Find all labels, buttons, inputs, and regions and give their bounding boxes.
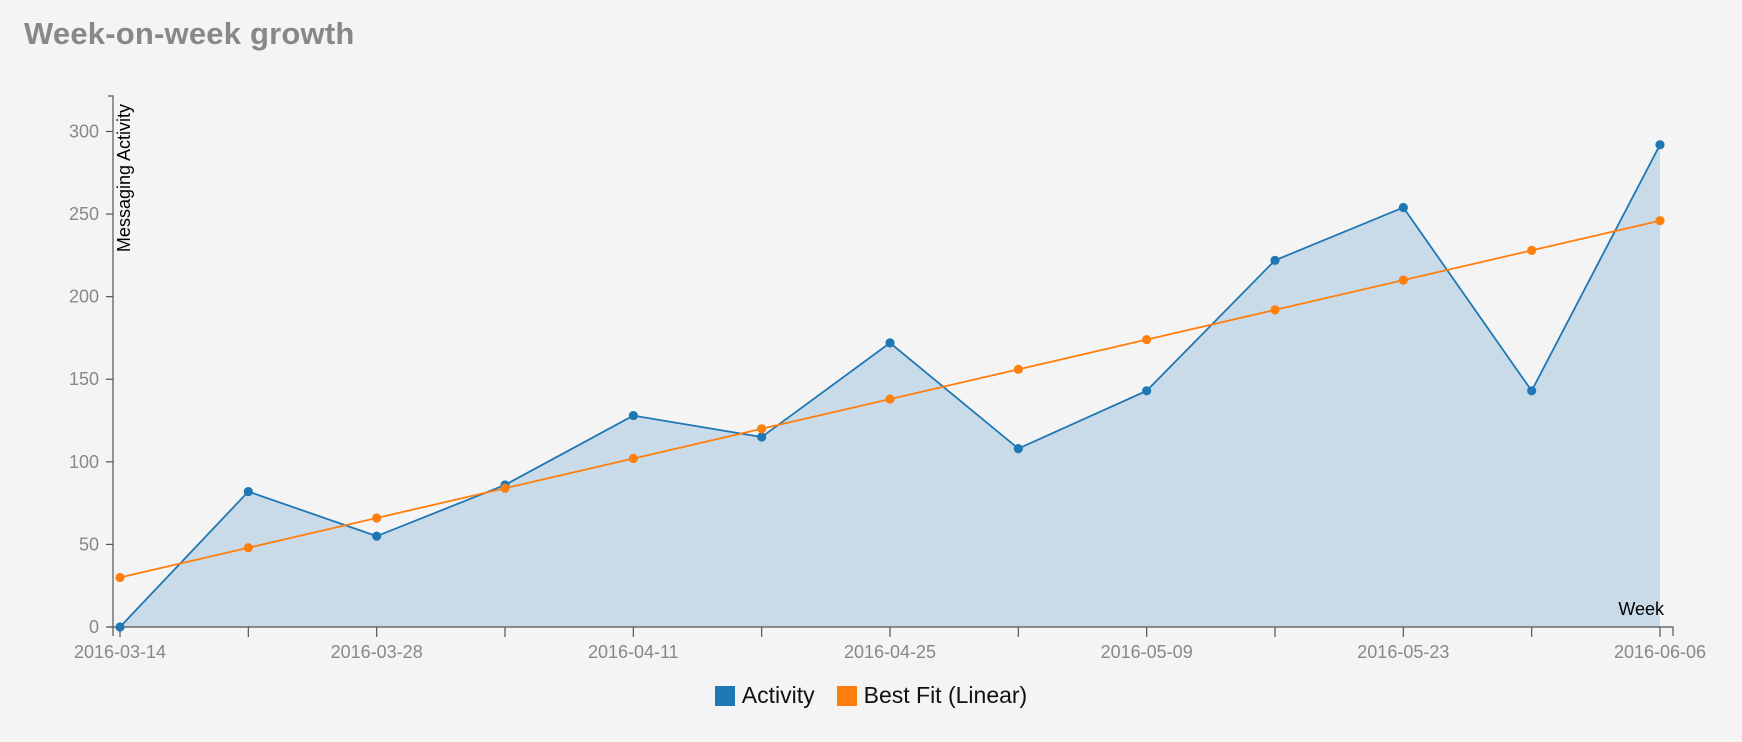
data-point-1-10 [1398,275,1408,285]
data-point-1-12 [1655,216,1665,226]
axes-layer [106,95,1674,637]
data-point-1-8 [1142,335,1152,345]
x-tick-label: 2016-03-14 [74,642,166,662]
legend-swatch-best-fit [836,685,857,706]
legend-item-activity[interactable]: Activity [714,682,815,709]
legend-label-activity: Activity [741,682,815,708]
legend-swatch-activity [714,685,735,706]
y-tick-label: 300 [69,121,99,141]
data-point-0-5 [757,432,767,442]
y-axis-line [108,95,114,628]
legend: Activity Best Fit (Linear) [0,682,1742,709]
data-point-0-7 [1013,444,1023,454]
legend-item-best-fit[interactable]: Best Fit (Linear) [836,682,1028,709]
data-point-1-4 [628,453,638,464]
data-point-1-6 [885,394,895,404]
y-tick-label: 100 [69,452,99,472]
y-axis-title: Messaging Activity [114,104,134,252]
y-tick-label: 150 [69,369,99,389]
data-point-1-11 [1527,245,1537,256]
legend-label-best-fit: Best Fit (Linear) [863,682,1028,708]
y-tick-label: 250 [69,204,99,224]
x-axis-line [112,626,1674,636]
y-tick-label: 0 [89,617,99,637]
data-point-0-10 [1398,202,1408,213]
chart-title: Week-on-week growth [24,16,355,51]
x-tick-label: 2016-06-06 [1614,642,1706,662]
x-tick-label: 2016-05-23 [1357,642,1449,662]
data-point-1-0 [115,572,125,583]
x-tick-label: 2016-05-09 [1101,642,1193,662]
y-tick-label: 50 [79,534,99,554]
data-point-1-2 [372,513,382,523]
data-point-0-0 [115,622,125,632]
x-tick-label: 2016-04-25 [844,642,936,662]
data-point-1-1 [243,543,253,553]
data-point-0-9 [1270,255,1280,265]
data-point-0-11 [1527,386,1537,396]
x-axis-title: Week [1618,599,1665,619]
data-point-1-5 [757,424,767,434]
labels-layer: 0 50 100 150 200 250 300 2016-03-14 2016-03-28 20… [69,104,1706,662]
area-layer [120,144,1660,627]
points-layer [115,140,1665,632]
data-point-1-7 [1013,364,1023,374]
area-0 [120,144,1660,627]
x-tick-label: 2016-04-11 [588,642,679,662]
data-point-1-9 [1270,305,1280,315]
data-point-0-1 [243,486,253,497]
y-tick-label: 200 [69,287,99,307]
data-point-0-2 [372,531,382,541]
x-tick-label: 2016-03-28 [331,642,423,662]
data-point-0-4 [628,410,638,421]
data-point-0-6 [885,338,895,348]
data-point-1-3 [500,483,510,493]
data-point-0-8 [1142,386,1152,396]
data-point-0-12 [1655,140,1665,150]
